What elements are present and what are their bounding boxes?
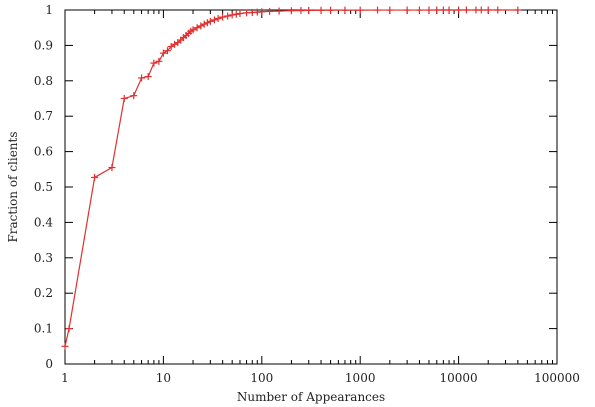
data-point <box>425 6 433 14</box>
data-point <box>206 17 214 25</box>
data-point <box>203 19 211 27</box>
data-point <box>415 6 423 14</box>
x-tick-label: 10000 <box>440 371 478 385</box>
data-point <box>138 74 146 82</box>
series-line <box>64 9 518 347</box>
data-point <box>275 7 283 15</box>
series-group <box>61 6 522 350</box>
x-axis-title: Number of Appearances <box>237 390 385 404</box>
data-point <box>266 7 274 15</box>
y-tick-label: 0 <box>45 357 53 371</box>
data-point <box>433 6 441 14</box>
data-point <box>356 6 364 14</box>
data-point <box>455 6 463 14</box>
data-point <box>514 6 522 14</box>
y-tick-label: 1 <box>45 3 53 17</box>
data-point <box>228 11 236 19</box>
data-point <box>120 95 128 102</box>
y-tick-label: 0.4 <box>34 215 53 229</box>
data-point <box>403 6 411 14</box>
y-tick-label: 0.2 <box>34 286 53 300</box>
y-tick-label: 0.3 <box>34 251 53 265</box>
y-tick-label: 0.8 <box>34 74 53 88</box>
y-tick-label: 0.7 <box>34 109 53 123</box>
data-point <box>494 6 502 14</box>
y-tick-label: 0.9 <box>34 38 53 52</box>
data-point <box>477 6 485 14</box>
x-tick-label: 10 <box>156 371 171 385</box>
data-point <box>130 92 138 100</box>
data-point <box>65 325 73 333</box>
data-point <box>445 6 453 14</box>
data-point <box>327 6 335 14</box>
axis-ticks <box>64 9 558 365</box>
plot-frame <box>64 9 558 365</box>
data-point <box>210 16 218 24</box>
data-point <box>317 6 325 14</box>
data-point <box>462 6 470 14</box>
data-point <box>374 6 382 14</box>
y-axis-title: Fraction of clients <box>6 131 20 242</box>
y-tick-label: 0.5 <box>34 180 53 194</box>
axis-tick-labels: 1 10 100 1000 10000 100000 0 0.1 0.2 0.3 0.4 0.5 0.6… <box>34 3 580 385</box>
data-point <box>193 24 201 32</box>
data-point <box>341 6 349 14</box>
data-point <box>219 13 227 21</box>
data-point <box>232 10 240 18</box>
data-point <box>163 47 171 55</box>
data-point <box>224 12 232 20</box>
data-point <box>159 49 167 57</box>
data-point <box>214 14 222 22</box>
x-tick-label: 1000 <box>345 371 376 385</box>
data-point <box>150 59 158 67</box>
data-point <box>189 26 197 34</box>
y-tick-label: 0.1 <box>34 322 53 336</box>
data-point <box>287 7 295 15</box>
data-point <box>200 20 208 28</box>
data-point <box>484 6 492 14</box>
data-point <box>108 164 116 172</box>
data-point <box>236 10 244 18</box>
data-point <box>258 8 266 16</box>
data-point <box>305 6 313 14</box>
x-tick-label: 1 <box>61 371 69 385</box>
data-point <box>297 7 305 15</box>
data-point <box>155 57 163 65</box>
x-tick-label: 100000 <box>534 371 580 385</box>
data-point <box>61 342 69 350</box>
x-tick-label: 100 <box>250 371 273 385</box>
data-point <box>386 6 394 14</box>
data-point <box>197 22 205 30</box>
data-point <box>144 73 152 81</box>
y-tick-label: 0.6 <box>34 145 53 159</box>
data-point <box>91 173 99 181</box>
